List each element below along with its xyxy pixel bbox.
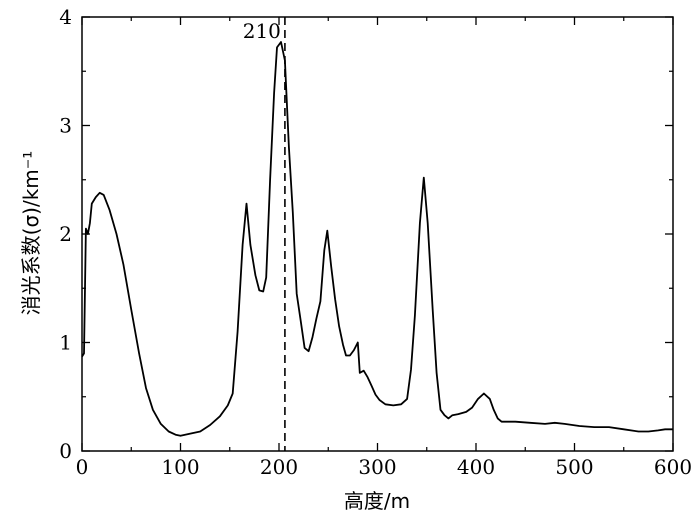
x-tick-label: 200 bbox=[260, 455, 298, 479]
series-line-1 bbox=[81, 41, 673, 437]
axis-ticks bbox=[81, 16, 674, 452]
y-tick-label: 1 bbox=[59, 331, 72, 355]
y-axis-label: 消光系数(σ)/km⁻¹ bbox=[19, 151, 43, 316]
tick-labels: 0 100 200 300 400 500 600 0 1 2 3 4 bbox=[59, 5, 692, 479]
x-tick-label: 600 bbox=[654, 455, 692, 479]
plot-frame bbox=[81, 16, 674, 452]
y-tick-label: 4 bbox=[59, 5, 72, 29]
x-tick-label: 0 bbox=[76, 455, 89, 479]
y-tick-label: 3 bbox=[59, 114, 72, 138]
annotation-layer: 210 bbox=[243, 17, 286, 451]
x-tick-label: 500 bbox=[555, 455, 593, 479]
x-tick-label: 300 bbox=[358, 455, 396, 479]
series-layer bbox=[81, 41, 673, 437]
x-axis-label: 高度/m bbox=[344, 489, 410, 513]
annotation-label: 210 bbox=[243, 19, 281, 43]
y-tick-label: 2 bbox=[59, 222, 72, 246]
x-tick-label: 400 bbox=[457, 455, 495, 479]
y-tick-label: 0 bbox=[59, 439, 72, 463]
plot-area bbox=[81, 16, 674, 452]
x-tick-label: 100 bbox=[161, 455, 199, 479]
